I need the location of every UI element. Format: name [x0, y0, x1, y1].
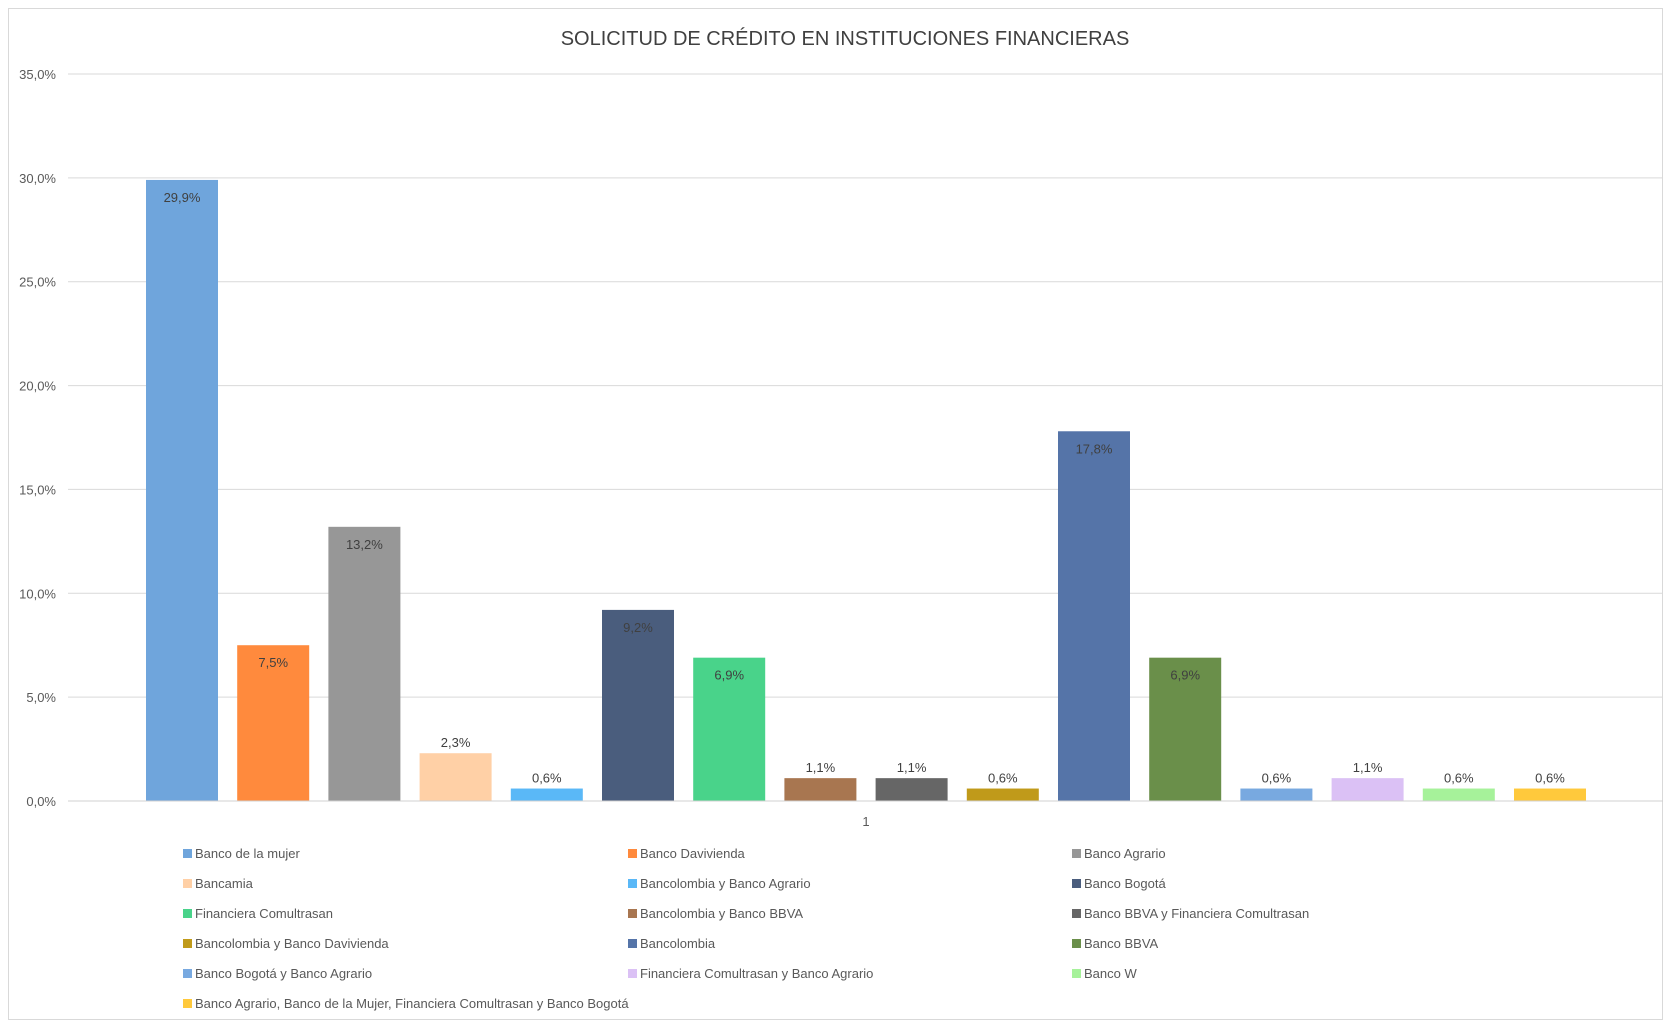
- legend-entry: Bancamia: [195, 876, 254, 891]
- bar: [1331, 778, 1404, 801]
- data-label: 0,6%: [988, 771, 1018, 786]
- legend-swatch: [628, 909, 637, 918]
- data-label: 6,9%: [714, 668, 744, 683]
- legend-entry: Bancolombia: [640, 936, 716, 951]
- bar: [146, 179, 218, 802]
- legend-swatch: [628, 939, 637, 948]
- y-tick-label: 5,0%: [26, 690, 56, 705]
- legend-entry: Financiera Comultrasan: [195, 906, 333, 921]
- data-label: 7,5%: [258, 655, 288, 670]
- data-label: 29,9%: [164, 190, 201, 205]
- legend-swatch: [183, 909, 192, 918]
- legend-entry: Banco BBVA y Financiera Comultrasan: [1084, 906, 1309, 921]
- data-label: 2,3%: [441, 735, 471, 750]
- y-tick-label: 25,0%: [19, 275, 56, 290]
- data-label: 0,6%: [1535, 771, 1565, 786]
- legend-entry: Financiera Comultrasan y Banco Agrario: [640, 966, 873, 981]
- y-tick-label: 30,0%: [19, 171, 56, 186]
- bars: [146, 179, 1586, 802]
- legend-swatch: [628, 879, 637, 888]
- bar: [966, 788, 1039, 801]
- legend-swatch: [1072, 939, 1081, 948]
- y-tick-label: 35,0%: [19, 67, 56, 82]
- legend-entry: Banco Davivienda: [640, 846, 746, 861]
- legend-swatch: [1072, 969, 1081, 978]
- bar: [1240, 788, 1313, 801]
- legend-swatch: [628, 849, 637, 858]
- legend-swatch: [183, 969, 192, 978]
- legend-entry: Banco Bogotá: [1084, 876, 1166, 891]
- chart-frame: [8, 8, 1663, 1020]
- data-labels: 29,9% 7,5% 13,2% 2,3% 0,6% 9,2% 6,9% 1,1% 1,1% 0,…: [164, 190, 1566, 786]
- data-label: 9,2%: [623, 620, 653, 635]
- bar: [1149, 657, 1222, 801]
- legend-entry: Banco Agrario, Banco de la Mujer, Financ…: [195, 996, 629, 1011]
- legend-swatch: [183, 849, 192, 858]
- legend-swatch: [183, 939, 192, 948]
- gridlines: [68, 73, 1663, 698]
- legend-entry: Bancolombia y Banco Davivienda: [195, 936, 389, 951]
- bar: [1514, 788, 1586, 801]
- legend-entry: Banco BBVA: [1084, 936, 1159, 951]
- legend-swatch: [1072, 879, 1081, 888]
- y-tick-label: 15,0%: [19, 482, 56, 497]
- bar: [328, 526, 401, 801]
- y-tick-label: 0,0%: [26, 794, 56, 809]
- legend-swatch: [1072, 849, 1081, 858]
- data-label: 17,8%: [1076, 441, 1113, 456]
- legend-entry: Banco de la mujer: [195, 846, 300, 861]
- legend-swatch: [1072, 909, 1081, 918]
- bar: [693, 657, 766, 801]
- legend-entry: Bancolombia y Banco BBVA: [640, 906, 803, 921]
- legend: Banco de la mujer Banco Davivienda Banco A…: [183, 846, 1309, 1011]
- data-label: 13,2%: [346, 537, 383, 552]
- bar: [1422, 788, 1495, 801]
- bar: [1058, 431, 1130, 801]
- bar: [875, 778, 948, 801]
- data-label: 6,9%: [1170, 668, 1200, 683]
- data-label: 1,1%: [1353, 760, 1383, 775]
- data-label: 0,6%: [1262, 771, 1292, 786]
- bar: [602, 609, 674, 801]
- bar: [419, 753, 492, 801]
- legend-entry: Banco W: [1084, 966, 1137, 981]
- legend-swatch: [183, 879, 192, 888]
- data-label: 1,1%: [806, 760, 836, 775]
- data-label: 0,6%: [1444, 771, 1474, 786]
- chart-title: SOLICITUD DE CRÉDITO EN INSTITUCIONES FI…: [561, 27, 1130, 50]
- legend-swatch: [628, 969, 637, 978]
- y-axis-ticks: 0,0% 5,0% 10,0% 15,0% 20,0% 25,0% 30,0% 35,0%: [19, 67, 56, 809]
- y-tick-label: 20,0%: [19, 379, 56, 394]
- legend-swatch: [183, 999, 192, 1008]
- legend-entry: Banco Agrario: [1084, 846, 1166, 861]
- legend-entry: Bancolombia y Banco Agrario: [640, 876, 811, 891]
- bar: [237, 645, 310, 801]
- bar: [510, 788, 583, 801]
- x-tick-label: 1: [862, 814, 869, 829]
- data-label: 0,6%: [532, 771, 562, 786]
- data-label: 1,1%: [897, 760, 927, 775]
- y-tick-label: 10,0%: [19, 586, 56, 601]
- bar: [784, 778, 857, 801]
- legend-entry: Banco Bogotá y Banco Agrario: [195, 966, 372, 981]
